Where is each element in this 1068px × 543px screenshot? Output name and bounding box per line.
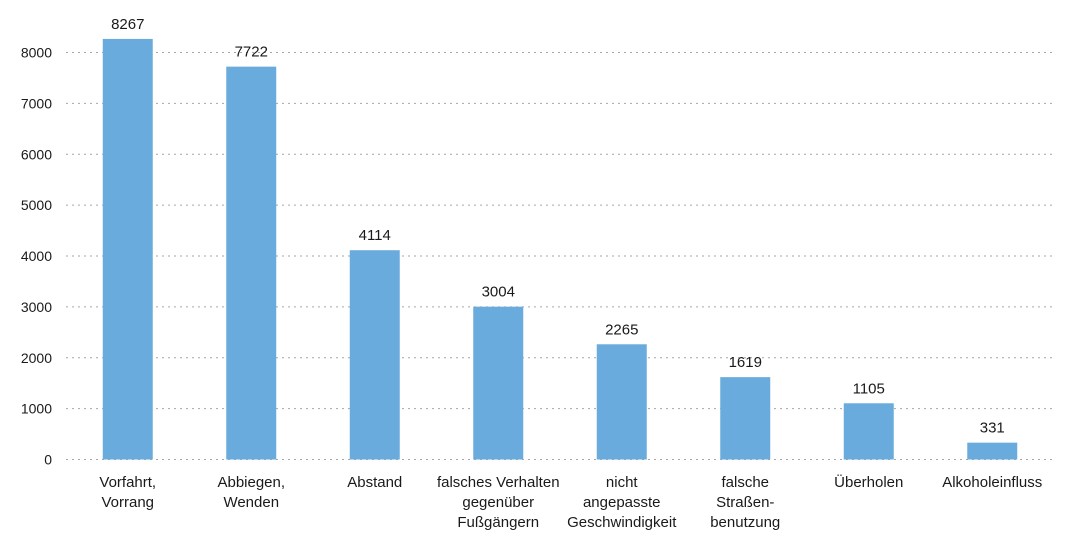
category-label: Abstand bbox=[347, 474, 402, 491]
data-label: 1105 bbox=[853, 380, 885, 397]
data-label: 2265 bbox=[605, 321, 638, 338]
category-label: benutzung bbox=[710, 514, 780, 531]
data-label: 3004 bbox=[482, 284, 515, 301]
category-label: Geschwindigkeit bbox=[567, 514, 677, 531]
category-label: angepasste bbox=[583, 494, 661, 511]
category-label: Fußgängern bbox=[457, 514, 539, 531]
bar bbox=[102, 38, 153, 460]
category-label: Alkoholeinfluss bbox=[942, 474, 1042, 491]
bar bbox=[967, 442, 1018, 460]
y-tick-label: 1000 bbox=[21, 401, 52, 417]
category-label: Straßen- bbox=[716, 494, 774, 511]
data-label: 7722 bbox=[235, 44, 268, 61]
bar bbox=[720, 377, 771, 460]
category-label: Wenden bbox=[223, 494, 279, 511]
y-tick-label: 0 bbox=[44, 452, 52, 468]
category-label: gegenüber bbox=[462, 494, 534, 511]
category-label: Vorrang bbox=[101, 494, 154, 511]
category-label: falsche bbox=[721, 474, 769, 491]
gridlines bbox=[66, 52, 1054, 460]
data-label: 331 bbox=[980, 420, 1005, 437]
category-label: falsches Verhalten bbox=[437, 474, 560, 491]
y-tick-label: 4000 bbox=[21, 248, 52, 264]
bar bbox=[843, 403, 894, 460]
category-labels: Vorfahrt, Vorrang Abbiegen, Wenden Abstand fa… bbox=[99, 473, 1042, 531]
data-label: 4114 bbox=[359, 227, 391, 244]
bar bbox=[226, 66, 277, 460]
data-label: 8267 bbox=[111, 16, 144, 33]
y-tick-label: 7000 bbox=[21, 95, 52, 111]
data-labels: 8267 7722 4114 3004 2265 1619 1105 331 bbox=[111, 16, 1005, 437]
y-tick-label: 6000 bbox=[21, 146, 52, 162]
bar bbox=[349, 250, 400, 460]
y-tick-label: 3000 bbox=[21, 299, 52, 315]
y-tick-label: 8000 bbox=[21, 45, 52, 61]
category-label: Abbiegen, bbox=[217, 474, 285, 491]
category-label: Vorfahrt, bbox=[99, 474, 156, 491]
y-tick-label: 2000 bbox=[21, 350, 52, 366]
y-axis-ticks: 0 1000 2000 3000 4000 5000 6000 7000 8000 bbox=[21, 45, 52, 468]
category-label: Überholen bbox=[834, 473, 903, 491]
y-tick-label: 5000 bbox=[21, 197, 52, 213]
category-label: nicht bbox=[606, 474, 639, 491]
bar bbox=[596, 344, 647, 460]
bar bbox=[473, 306, 524, 460]
bars bbox=[102, 38, 1018, 460]
data-label: 1619 bbox=[729, 354, 762, 371]
